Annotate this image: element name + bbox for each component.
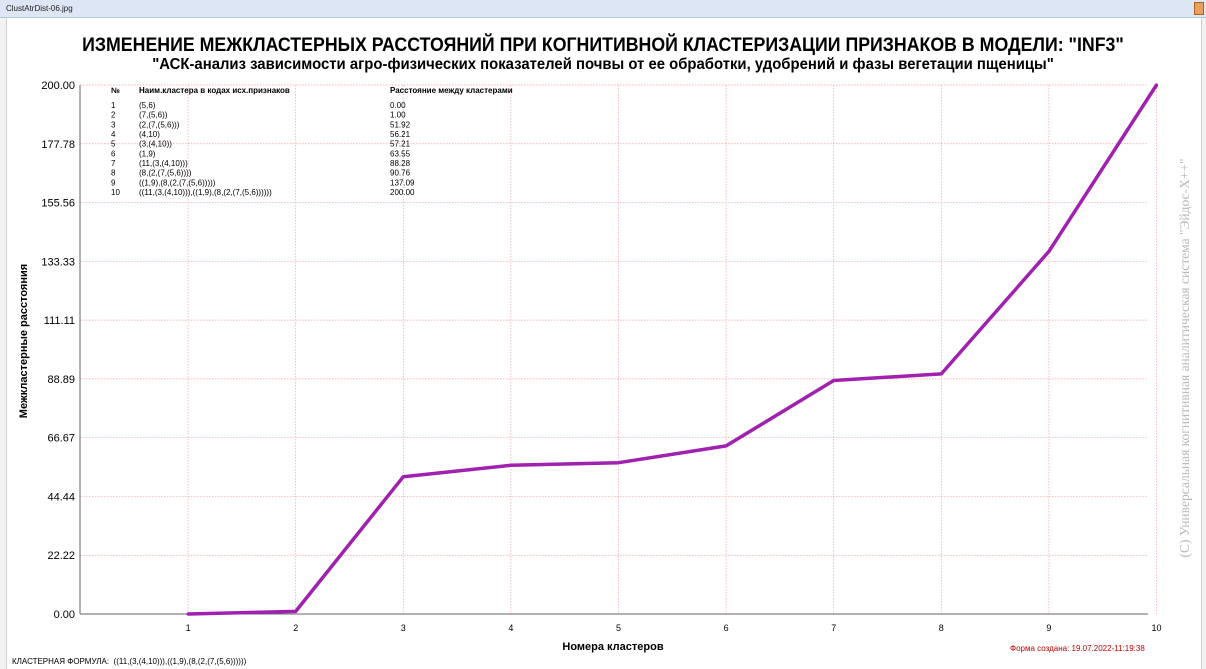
window-title: ClustAtrDist-06.jpg [6, 4, 73, 13]
chart-axes [79, 85, 1148, 615]
series-line [188, 84, 1158, 616]
data-point [616, 461, 621, 465]
table-cell: (3,(4,10)) [139, 140, 172, 149]
table-cell: 4 [111, 130, 116, 139]
x-tick-label: 6 [724, 623, 729, 633]
table-cell: 8 [111, 169, 116, 178]
x-tick-label: 10 [1151, 623, 1161, 633]
window-frame-left [0, 18, 7, 669]
table-cell: 2 [111, 111, 116, 120]
table-header: Расстояние между кластерами [390, 86, 513, 95]
table-cell: (4,10) [139, 130, 160, 139]
cluster-table: № Наим.кластера в кодах исх.признаков Расс… [111, 86, 513, 197]
data-point [294, 609, 298, 613]
table-header: Наим.кластера в кодах исх.признаков [139, 86, 290, 95]
y-axis-label: Межкластерные расстояния [18, 264, 30, 418]
cluster-formula-label: КЛАСТЕРНАЯ ФОРМУЛА: [12, 657, 110, 666]
y-tick-label: 111.11 [44, 315, 75, 327]
table-cell: 1 [111, 101, 116, 110]
y-tick-label: 0.00 [54, 609, 75, 621]
chart-subtitle: "АСК-анализ зависимости агро-физических … [152, 56, 1054, 73]
x-tick-label: 1 [186, 623, 191, 633]
x-axis-label: Номера кластеров [562, 641, 663, 653]
table-cell: ((1,9),(8,(2,(7,(5,6))))) [139, 178, 216, 187]
x-tick-label: 7 [831, 623, 836, 633]
table-cell: 56.21 [390, 130, 411, 139]
data-point [1047, 249, 1051, 253]
table-cell: 63.55 [390, 149, 411, 158]
table-cell: 88.28 [390, 159, 411, 168]
data-point [724, 444, 728, 448]
table-cell: (1,9) [139, 149, 156, 158]
y-tick-label: 88.89 [47, 374, 75, 386]
table-cell: ((11,(3,(4,10))),((1,9),(8,(2,(7,(5,6)))… [139, 188, 272, 197]
table-cell: (11,(3,(4,10))) [139, 159, 188, 168]
table-cell: (8,(2,(7,(5,6)))) [139, 169, 192, 178]
table-cell: 10 [111, 188, 120, 197]
window-frame-right [1201, 18, 1206, 669]
x-tick-label: 2 [293, 623, 298, 633]
x-tick-labels: 1 2 3 4 5 6 7 8 9 10 [186, 623, 1162, 633]
window-close-icon[interactable] [1194, 2, 1204, 15]
cluster-formula-value: ((11,(3,(4,10))),((1,9),(8,(2,(7,(5,6)))… [113, 657, 247, 666]
table-cell: 5 [111, 140, 116, 149]
table-cell: 200.00 [390, 188, 415, 197]
chart-grid [80, 84, 1157, 614]
y-tick-label: 44.44 [47, 491, 75, 503]
y-tick-label: 22.22 [47, 550, 75, 562]
data-point [509, 463, 513, 467]
chart-title: ИЗМЕНЕНИЕ МЕЖКЛАСТЕРНЫХ РАССТОЯНИЙ ПРИ К… [82, 34, 1124, 56]
x-tick-label: 8 [939, 623, 944, 633]
table-header: № [111, 86, 120, 95]
table-cell: (5,6) [139, 101, 156, 110]
table-cell: 57.21 [390, 140, 411, 149]
table-cell: 0.00 [390, 101, 406, 110]
table-cell: (2,(7,(5,6))) [139, 120, 180, 129]
data-point [832, 378, 836, 383]
y-tick-label: 66.67 [47, 433, 75, 445]
data-point [1154, 83, 1159, 87]
y-tick-label: 200.00 [41, 80, 75, 92]
data-point [939, 372, 943, 376]
x-tick-label: 3 [401, 623, 406, 633]
table-cell: 137.09 [390, 178, 415, 187]
table-cell: 1.00 [390, 111, 406, 120]
created-timestamp: Форма создана: 19.07.2022-11:19:38 [1010, 644, 1145, 653]
cluster-formula: КЛАСТЕРНАЯ ФОРМУЛА: ((11,(3,(4,10))),((1… [12, 657, 246, 666]
data-point [401, 475, 405, 479]
y-tick-label: 133.33 [41, 256, 75, 268]
table-cell: 3 [111, 120, 116, 129]
window-titlebar: ClustAtrDist-06.jpg [0, 0, 1206, 18]
x-tick-label: 9 [1046, 623, 1051, 633]
table-cell: 9 [111, 178, 116, 187]
table-cell: 6 [111, 149, 116, 158]
table-cell: (7,(5,6)) [139, 111, 168, 120]
series-group [186, 83, 1159, 616]
y-tick-label: 177.78 [41, 139, 75, 151]
y-tick-labels: 0.00 22.22 44.44 66.67 88.89 111.11 133.33 155.… [41, 80, 75, 621]
watermark-text: (C) Универсальная когнитивная аналитичес… [1177, 158, 1192, 557]
table-cell: 7 [111, 159, 116, 168]
data-point [186, 612, 190, 616]
table-cell: 90.76 [390, 169, 411, 178]
table-cell: 51.92 [390, 120, 411, 129]
y-tick-label: 155.56 [41, 198, 75, 210]
x-tick-label: 5 [616, 623, 621, 633]
x-tick-label: 4 [508, 623, 513, 633]
